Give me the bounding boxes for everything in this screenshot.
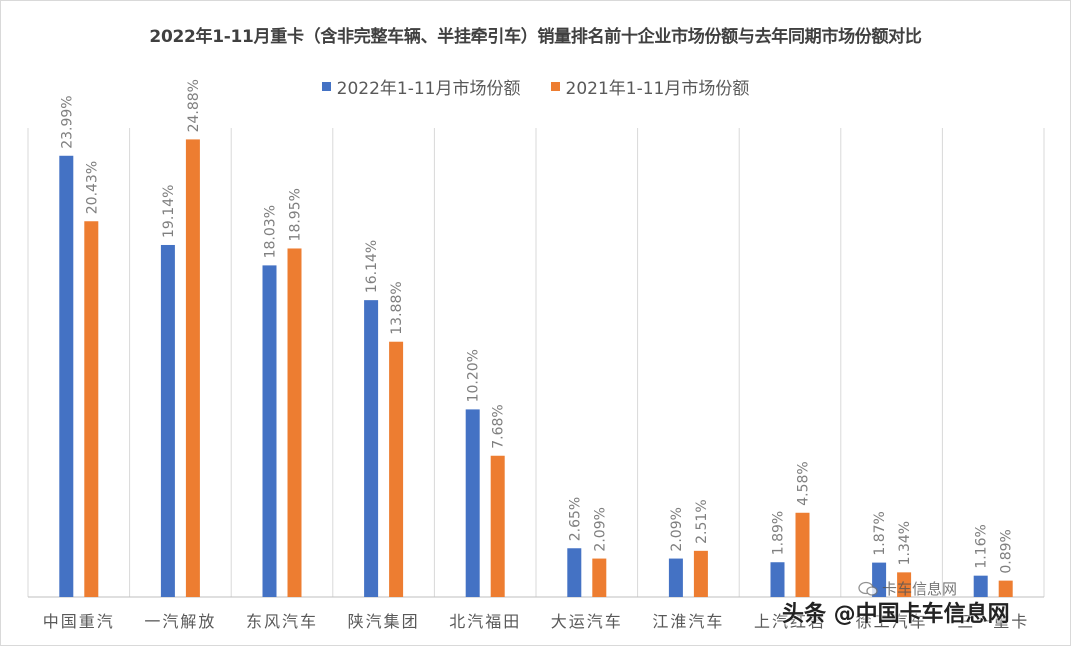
data-label-2021-2: 18.95% [288,188,304,241]
chart-legend: 2022年1-11月市场份额 2021年1-11月市场份额 [0,74,1071,99]
bar-2021-1 [185,139,200,597]
legend-swatch-2022 [321,82,331,91]
data-label-2021-9: 0.89% [999,529,1015,573]
bar-2021-8 [897,572,912,597]
x-tick-label-3: 陕汽集团 [348,612,420,631]
x-tick-label-1: 一汽解放 [144,612,216,631]
data-label-2022-7: 1.89% [771,511,787,555]
bar-2021-3 [389,341,404,597]
bar-2022-9 [973,575,988,597]
bar-2021-0 [84,221,99,597]
legend-label-2021: 2021年1-11月市场份额 [565,79,750,99]
x-tick-label-7: 上汽红岩 [754,612,826,631]
bar-2021-4 [490,455,505,597]
legend-label-2022: 2022年1-11月市场份额 [336,79,521,99]
watermark-secondary-text: 卡车信息网 [882,580,958,598]
data-label-2022-4: 10.20% [466,349,482,402]
x-tick-label-0: 中国重汽 [43,612,115,631]
data-label-2022-3: 16.14% [364,240,380,293]
bar-2022-5 [567,548,582,597]
x-tick-label-8: 徐工汽车 [856,612,928,631]
data-label-2021-4: 7.68% [491,404,507,448]
bar-2021-7 [795,512,810,597]
watermark-wechat: 卡车信息网 [858,578,957,599]
bar-2021-2 [287,248,302,597]
data-label-2021-6: 2.51% [694,499,710,543]
legend-item-2022: 2022年1-11月市场份额 [321,74,521,99]
x-tick-label-9: 三一重卡 [957,612,1029,631]
bar-2022-0 [59,155,74,597]
bar-2022-4 [465,409,480,597]
x-tick-label-5: 大运汽车 [551,612,623,631]
data-label-2022-1: 19.14% [161,185,177,238]
wechat-icon [858,581,878,596]
bar-2021-6 [693,550,708,597]
data-label-2021-8: 1.34% [897,521,913,565]
bar-2022-7 [770,562,785,597]
x-tick-label-4: 北汽福田 [449,612,521,631]
x-tick-label-2: 东风汽车 [246,612,318,631]
data-label-2022-8: 1.87% [872,511,888,555]
bar-2022-3 [364,300,379,597]
x-tick-label-6: 江淮汽车 [652,612,724,631]
bar-2021-9 [998,580,1013,597]
data-label-2021-3: 13.88% [389,281,405,334]
data-label-2022-2: 18.03% [263,205,279,258]
legend-swatch-2021 [550,82,560,91]
chart-title: 2022年1-11月重卡（含非完整车辆、半挂牵引车）销量排名前十企业市场份额与去… [149,27,922,47]
data-label-2022-6: 2.09% [669,507,685,551]
bar-2022-2 [262,265,277,597]
bar-2022-6 [668,558,683,597]
data-label-2021-7: 4.58% [796,461,812,505]
watermark-main: 头条 @中国卡车信息网 [782,602,1010,627]
data-label-2021-1: 24.88% [186,79,202,132]
data-label-2022-5: 2.65% [567,497,583,541]
legend-item-2021: 2021年1-11月市场份额 [550,74,750,99]
data-label-2021-5: 2.09% [592,507,608,551]
data-label-2022-0: 23.99% [59,95,75,148]
bar-2021-5 [592,558,607,597]
bar-2022-1 [160,244,175,597]
data-label-2021-0: 20.43% [84,161,100,214]
data-label-2022-9: 1.16% [974,524,990,568]
